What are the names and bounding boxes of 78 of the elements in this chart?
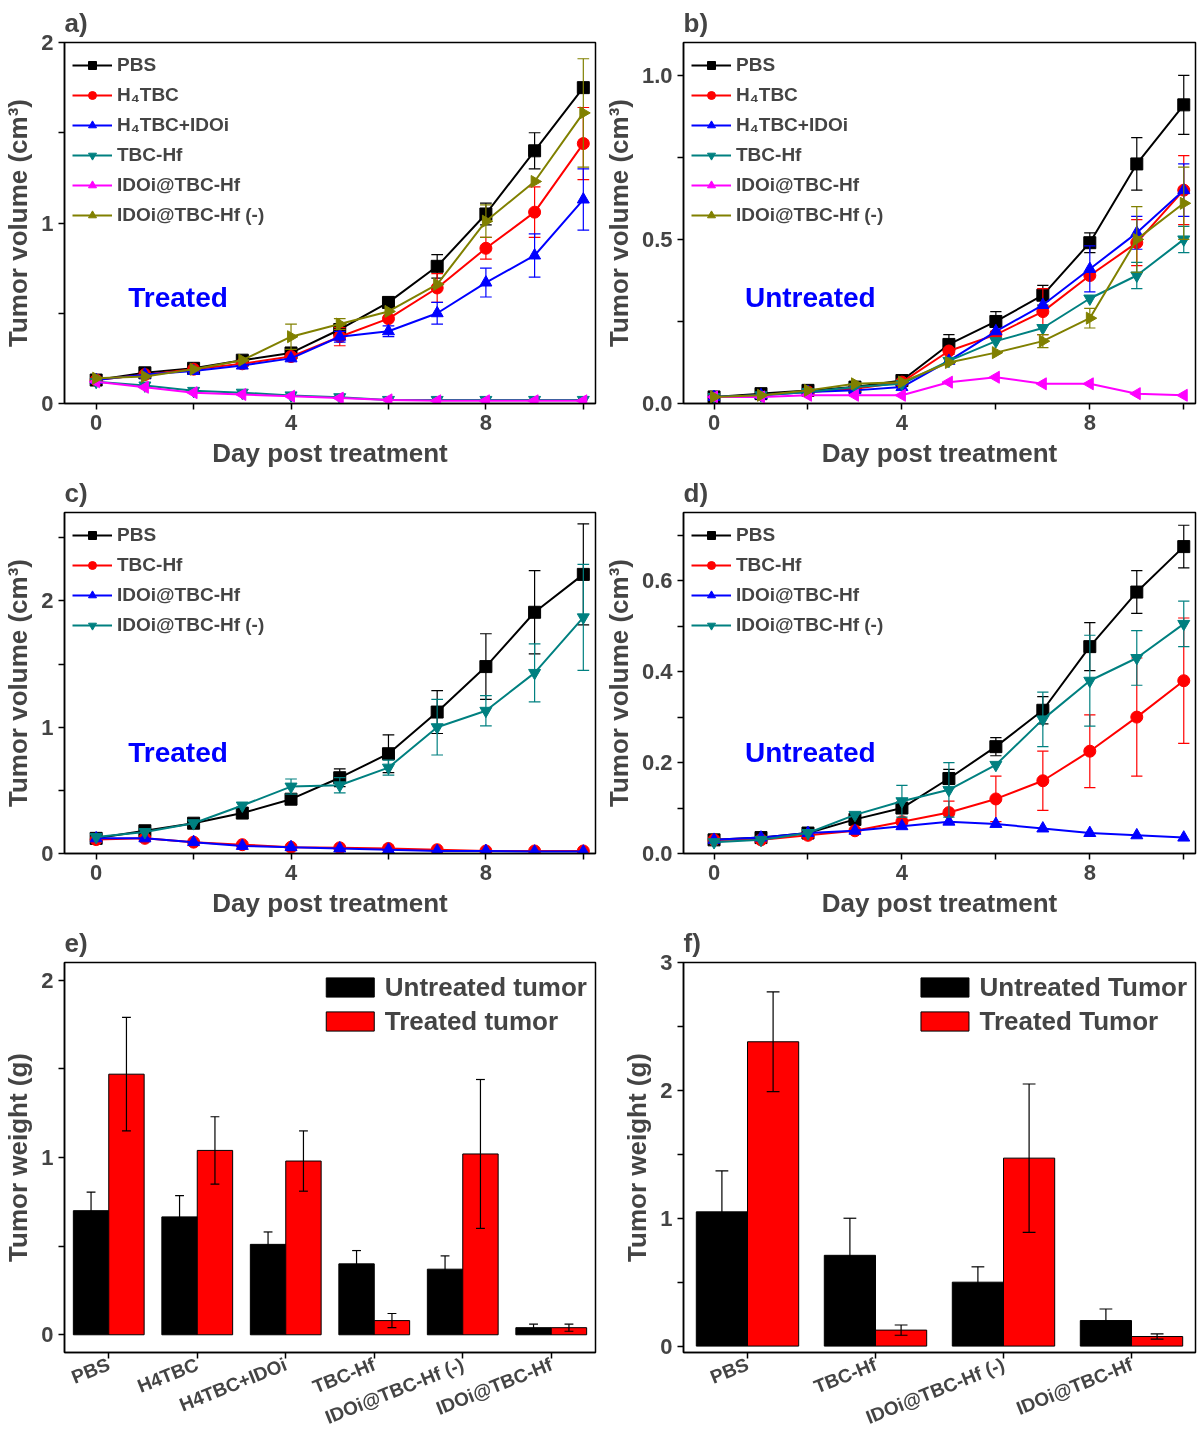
x-axis-title: Day post treatment [212, 887, 449, 918]
x-tick-label: 4 [284, 859, 298, 885]
x-axis-title: Day post treatment [821, 437, 1058, 468]
legend-label: TBC-Hf [736, 143, 802, 167]
y-axis-title: Tumor volume (cm³) [3, 99, 34, 347]
y-axis-title: Tumor weight (g) [3, 1053, 34, 1262]
y-tick-label: 2 [41, 967, 54, 993]
y-axis-title: Tumor weight (g) [622, 1053, 653, 1262]
legend-label: PBS [117, 53, 157, 77]
y-tick-label: 0.5 [641, 226, 673, 252]
x-tick-label: 8 [479, 859, 493, 885]
y-tick-label: 0 [41, 391, 54, 416]
x-tick-label: 0 [90, 409, 103, 435]
legend-label: TBC-Hf [736, 553, 802, 577]
x-tick-label: 4 [895, 859, 909, 885]
y-tick-label: 1.0 [641, 62, 673, 88]
y-tick-label: 1 [660, 1205, 673, 1231]
x-axis-title: Day post treatment [821, 887, 1058, 918]
legend-label: PBS [736, 53, 776, 77]
y-tick-label: 0 [41, 1322, 54, 1348]
x-axis-title: Day post treatment [212, 437, 449, 468]
chart-title: d) [683, 477, 709, 508]
y-tick-label: 2 [41, 30, 54, 55]
x-tick-label: 0 [707, 859, 721, 885]
x-tick-label: 8 [1083, 859, 1096, 885]
legend-label: PBS [736, 523, 776, 547]
y-tick-label: 0.6 [641, 568, 673, 594]
annotation: Treated [128, 737, 228, 769]
y-tick-label: 0.4 [641, 659, 674, 685]
y-tick-label: 1 [41, 210, 54, 236]
legend-label: IDOi@TBC-Hf (-) [736, 613, 884, 637]
chart-title: e) [64, 927, 88, 958]
legend-label: IDOi@TBC-Hf (-) [117, 613, 265, 637]
y-tick-label: 0.0 [641, 391, 673, 416]
legend-label: Treated Tumor [979, 1004, 1159, 1038]
y-tick-label: 0.0 [641, 841, 673, 866]
y-axis-title: Tumor volume (cm³) [603, 559, 634, 807]
y-tick-label: 2 [41, 588, 54, 614]
legend-label: IDOi@TBC-Hf (-) [117, 203, 265, 227]
chart-title: b) [683, 7, 709, 38]
y-axis-title: Tumor volume (cm³) [603, 99, 634, 347]
legend-label: H₄TBC [117, 83, 179, 107]
annotation: Untreated [744, 282, 876, 314]
y-tick-label: 0 [41, 841, 54, 866]
y-tick-label: 2 [660, 1077, 673, 1103]
chart-title: c) [64, 477, 88, 508]
y-tick-label: 3 [660, 950, 673, 975]
legend-label: IDOi@TBC-Hf (-) [736, 203, 884, 227]
annotation: Treated [128, 282, 228, 314]
legend-label: PBS [117, 523, 157, 547]
x-tick-label: 4 [284, 409, 298, 435]
annotation: Untreated [744, 737, 876, 769]
x-tick-label: 4 [895, 409, 909, 435]
chart-title: a) [64, 7, 88, 38]
legend-label: TBC-Hf [117, 143, 183, 167]
x-tick-label: 8 [479, 409, 493, 435]
x-tick-label: 0 [707, 409, 721, 435]
x-tick-label: PBS [707, 1353, 752, 1388]
legend-label: H₄TBC [736, 83, 798, 107]
legend-label: TBC-Hf [117, 553, 183, 577]
y-axis-title: Tumor volume (cm³) [3, 559, 34, 807]
y-tick-label: 0 [660, 1333, 673, 1359]
y-tick-label: 1 [41, 1145, 54, 1170]
legend-label: Treated tumor [384, 1004, 559, 1038]
y-tick-label: 1 [41, 714, 54, 740]
x-tick-label: 0 [90, 859, 103, 885]
legend-label: IDOi@TBC-Hf [736, 583, 860, 607]
legend-label: H₄TBC+IDOi [117, 113, 229, 137]
legend-label: IDOi@TBC-Hf [117, 583, 241, 607]
legend-label: Untreated tumor [384, 970, 587, 1004]
legend-label: IDOi@TBC-Hf [736, 173, 860, 197]
x-tick-label: 8 [1083, 409, 1096, 435]
y-tick-label: 0.2 [641, 750, 673, 776]
legend-label: H₄TBC+IDOi [736, 113, 848, 137]
legend-label: Untreated Tumor [979, 970, 1187, 1004]
x-tick-label: PBS [68, 1353, 113, 1388]
legend-label: IDOi@TBC-Hf [117, 173, 241, 197]
chart-title: f) [683, 927, 701, 958]
